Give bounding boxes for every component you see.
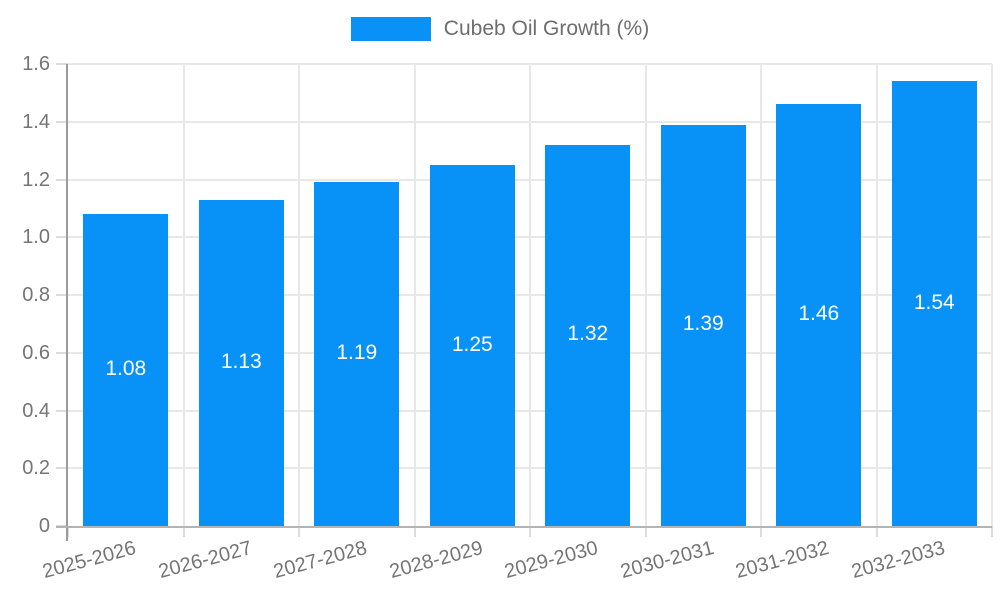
legend-swatch-icon[interactable]	[350, 17, 431, 41]
y-axis-tick-label: 1.6	[22, 53, 50, 75]
bar-value-label: 1.32	[567, 322, 609, 346]
x-tick-mark	[413, 526, 416, 537]
v-gridline	[644, 64, 647, 526]
bar-value-label: 1.39	[682, 312, 724, 336]
y-tick-mark	[56, 467, 68, 470]
y-axis-tick-label: 0.6	[22, 341, 50, 364]
y-axis-line	[66, 64, 68, 541]
x-axis-category-label: 2025-2026	[40, 537, 139, 584]
x-tick-mark	[182, 526, 185, 537]
x-axis-category-label: 2031-2032	[733, 537, 832, 584]
x-tick-mark	[875, 526, 878, 537]
x-axis-category-label: 2030-2031	[617, 537, 716, 584]
bar: 1.19	[314, 182, 400, 526]
y-tick-mark	[56, 351, 68, 354]
legend: Cubeb Oil Growth (%)	[0, 17, 1000, 41]
v-gridline	[991, 64, 993, 526]
bar-value-label: 1.19	[336, 341, 378, 365]
v-gridline	[875, 64, 878, 526]
bar-value-label: 1.08	[105, 357, 147, 381]
bar: 1.25	[429, 165, 515, 526]
x-tick-mark	[298, 526, 300, 537]
y-axis-tick-label: 0	[38, 515, 50, 537]
y-tick-mark	[56, 120, 68, 123]
y-tick-mark	[56, 409, 68, 412]
bar: 1.08	[83, 214, 169, 526]
v-gridline	[529, 64, 531, 526]
x-tick-mark	[760, 526, 762, 537]
y-tick-mark	[56, 294, 68, 296]
v-gridline	[413, 64, 416, 526]
bar-value-label: 1.46	[798, 302, 840, 326]
x-tick-mark	[67, 526, 69, 537]
bar-value-label: 1.25	[451, 332, 493, 356]
x-axis-category-label: 2027-2028	[271, 537, 370, 584]
bar: 1.39	[660, 124, 746, 526]
v-gridline	[182, 64, 185, 526]
v-gridline	[298, 64, 300, 526]
bar: 1.32	[545, 144, 631, 526]
x-axis-category-label: 2028-2029	[386, 537, 485, 584]
y-axis-tick-label: 1.4	[22, 110, 50, 133]
bar-value-label: 1.54	[913, 290, 955, 314]
v-gridline	[760, 64, 762, 526]
y-tick-mark	[56, 236, 68, 239]
x-axis-category-label: 2029-2030	[502, 537, 601, 584]
bar: 1.13	[198, 199, 284, 526]
x-axis-line	[56, 526, 992, 528]
bar-value-label: 1.13	[220, 349, 262, 373]
bar: 1.46	[776, 104, 862, 526]
x-tick-mark	[644, 526, 647, 537]
x-tick-mark	[529, 526, 531, 537]
y-axis-tick-label: 0.8	[22, 284, 50, 306]
y-axis-tick-label: 0.2	[22, 457, 50, 480]
legend-label[interactable]: Cubeb Oil Growth (%)	[443, 17, 650, 40]
y-tick-mark	[56, 178, 68, 181]
y-axis-tick-label: 1.2	[22, 168, 50, 191]
y-axis-tick-label: 0.4	[22, 399, 50, 422]
bar: 1.54	[891, 81, 977, 526]
x-axis-category-label: 2032-2033	[848, 537, 947, 584]
x-axis-category-label: 2026-2027	[155, 537, 254, 584]
y-tick-mark	[56, 63, 68, 65]
y-axis-tick-label: 1.0	[22, 226, 50, 249]
x-tick-mark	[991, 526, 993, 537]
